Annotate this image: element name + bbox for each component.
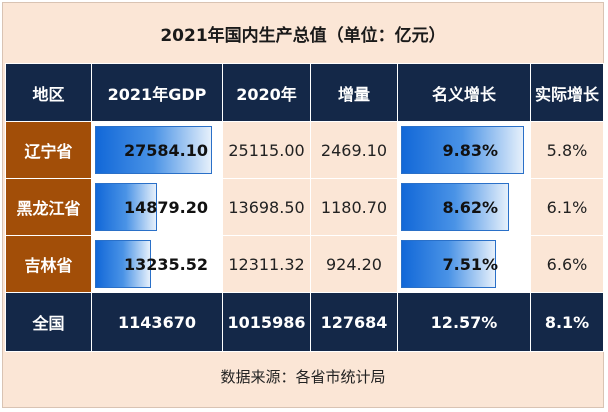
header-real-growth: 实际增长	[530, 63, 604, 122]
real-growth-cell: 6.6%	[530, 235, 604, 293]
nominal-growth-cell: 8.62%	[397, 178, 531, 236]
data-source-note: 数据来源：各省市统计局	[220, 367, 386, 386]
total-region: 全国	[5, 292, 92, 352]
total-gdp-2020: 1015986	[222, 292, 311, 352]
table-row: 吉林省 13235.52 12311.32 924.20 7.51% 6.6%	[5, 235, 604, 293]
gdp-data-bar	[95, 183, 157, 231]
gdp-2021-cell: 13235.52	[91, 235, 223, 293]
nominal-growth-value: 9.83%	[442, 140, 498, 160]
gdp-data-bar	[95, 240, 151, 288]
gdp-2021-value: 13235.52	[124, 254, 209, 274]
gdp-2021-value: 14879.20	[124, 197, 209, 217]
nominal-growth-value: 7.51%	[442, 254, 498, 274]
total-increase: 127684	[310, 292, 398, 352]
total-row: 全国 1143670 1015986 127684 12.57% 8.1%	[5, 292, 604, 352]
nominal-data-bar	[401, 126, 525, 174]
nominal-growth-cell: 7.51%	[397, 235, 531, 293]
region-cell: 辽宁省	[5, 121, 92, 179]
table-row: 辽宁省 27584.10 25115.00 2469.10 9.83% 5.8%	[5, 121, 604, 179]
real-growth-cell: 5.8%	[530, 121, 604, 179]
gdp-table: 地区 2021年GDP 2020年 增量 名义增长 实际增长 辽宁省 27584…	[5, 63, 604, 352]
header-region: 地区	[5, 63, 92, 122]
total-real-growth: 8.1%	[530, 292, 604, 352]
nominal-data-bar	[401, 183, 510, 231]
gdp-2021-cell: 27584.10	[91, 121, 223, 179]
increase-cell: 924.20	[310, 235, 398, 293]
increase-cell: 1180.70	[310, 178, 398, 236]
header-increase: 增量	[310, 63, 398, 122]
region-cell: 黑龙江省	[5, 178, 92, 236]
header-gdp-2020: 2020年	[222, 63, 311, 122]
header-row: 地区 2021年GDP 2020年 增量 名义增长 实际增长	[5, 63, 604, 122]
table-row: 黑龙江省 14879.20 13698.50 1180.70 8.62% 6.1…	[5, 178, 604, 236]
nominal-growth-cell: 9.83%	[397, 121, 531, 179]
gdp-2021-value: 27584.10	[124, 140, 209, 160]
real-growth-cell: 6.1%	[530, 178, 604, 236]
nominal-data-bar	[401, 240, 496, 288]
gdp-data-bar	[95, 126, 212, 174]
gdp-table-card: 2021年国内生产总值（单位：亿元） 地区 2021年GDP 2020年 增量 …	[2, 2, 604, 408]
gdp-2020-cell: 25115.00	[222, 121, 311, 179]
header-nominal-growth: 名义增长	[397, 63, 531, 122]
region-cell: 吉林省	[5, 235, 92, 293]
increase-cell: 2469.10	[310, 121, 398, 179]
nominal-growth-value: 8.62%	[442, 197, 498, 217]
gdp-2021-cell: 14879.20	[91, 178, 223, 236]
total-gdp-2021: 1143670	[91, 292, 223, 352]
header-gdp-2021: 2021年GDP	[91, 63, 223, 122]
total-nominal-growth: 12.57%	[397, 292, 531, 352]
gdp-2020-cell: 13698.50	[222, 178, 311, 236]
gdp-2020-cell: 12311.32	[222, 235, 311, 293]
table-title: 2021年国内生产总值（单位：亿元）	[160, 25, 446, 46]
